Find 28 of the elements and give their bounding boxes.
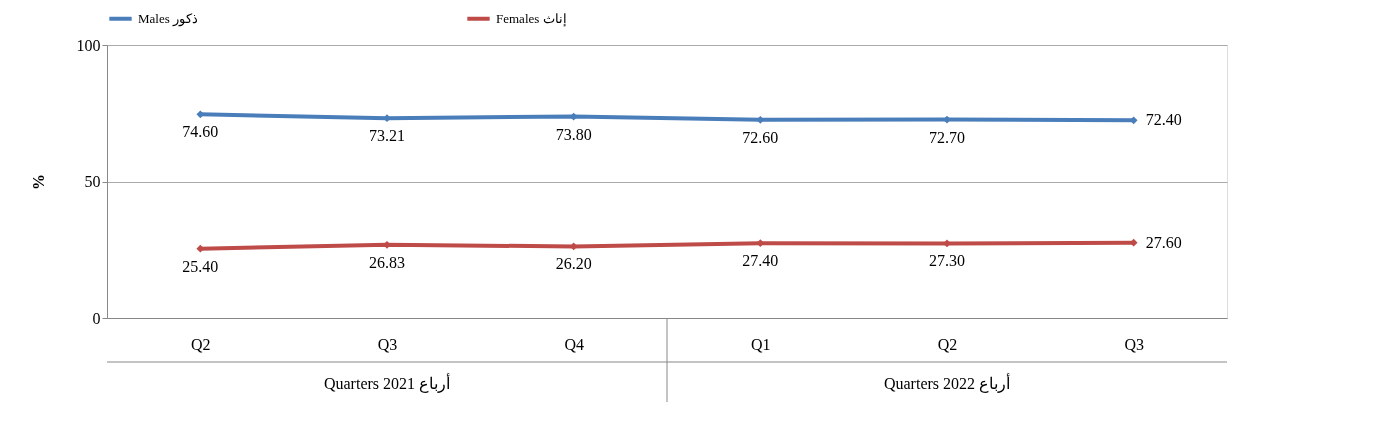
point <box>943 239 951 248</box>
data-label: 27.60 <box>1145 233 1182 251</box>
data-label: 25.40 <box>182 257 219 275</box>
x-tick-label: Q3 <box>377 335 398 353</box>
text: Quarters 2021 أرباع <box>323 373 451 393</box>
legend-label: Females إناث <box>496 10 567 27</box>
x-tick-label: Q2 <box>191 335 211 353</box>
data-label: 27.30 <box>929 252 965 270</box>
x-tick-label: Q2 <box>937 335 958 353</box>
y-tick-label: 0 <box>92 309 101 327</box>
y-tick-label: 100 <box>76 36 101 54</box>
point <box>943 115 951 124</box>
data-label: 72.60 <box>742 128 779 146</box>
data-label: 73.21 <box>369 127 405 145</box>
data-label: 72.40 <box>1145 111 1182 129</box>
y-axis-title: % <box>29 174 47 190</box>
x-tick-label: Q1 <box>751 335 771 353</box>
data-label: 74.60 <box>182 123 219 141</box>
x-tick-label: Q3 <box>1124 335 1144 353</box>
legend-label: Males ذكور <box>138 10 199 27</box>
data-label: 26.83 <box>369 253 405 271</box>
x-tick-label: Q4 <box>564 335 584 353</box>
data-label: 73.80 <box>555 125 592 143</box>
data-label: 26.20 <box>555 255 592 273</box>
data-label: 27.40 <box>742 252 779 270</box>
text: Quarters 2022 أرباع <box>883 373 1011 393</box>
data-label: 72.70 <box>929 128 965 146</box>
y-tick-label: 50 <box>84 173 101 190</box>
